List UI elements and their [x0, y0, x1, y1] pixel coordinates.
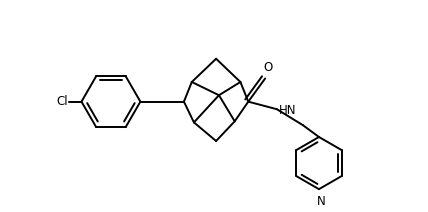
Text: O: O	[263, 61, 272, 74]
Text: HN: HN	[279, 105, 296, 117]
Text: N: N	[317, 195, 325, 208]
Text: Cl: Cl	[56, 95, 68, 108]
